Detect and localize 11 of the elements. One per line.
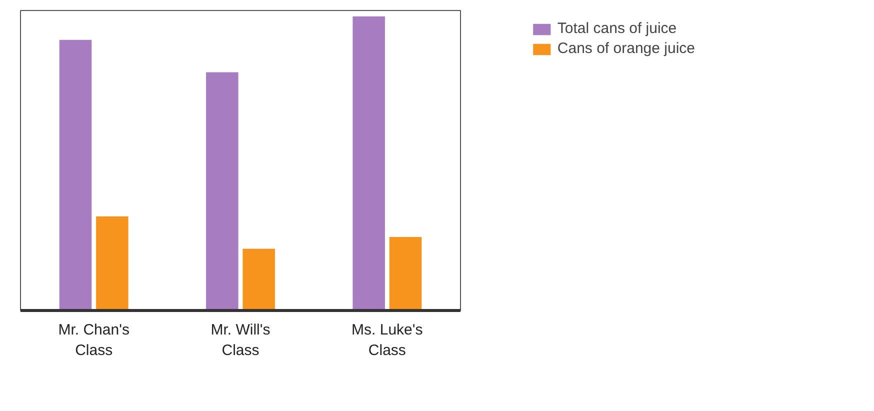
bar (96, 216, 128, 310)
x-tick-label: Mr. Will's Class (210, 322, 270, 359)
x-tick-label: Mr. Chan's Class (58, 322, 130, 359)
bar (206, 72, 238, 310)
legend-label: Total cans of juice (557, 20, 677, 37)
bar (59, 40, 92, 310)
bar (242, 248, 275, 310)
bar (352, 16, 385, 310)
legend-label: Cans of orange juice (557, 40, 695, 57)
x-tick-label: Ms. Luke's Class (352, 322, 423, 359)
bar (389, 236, 422, 310)
